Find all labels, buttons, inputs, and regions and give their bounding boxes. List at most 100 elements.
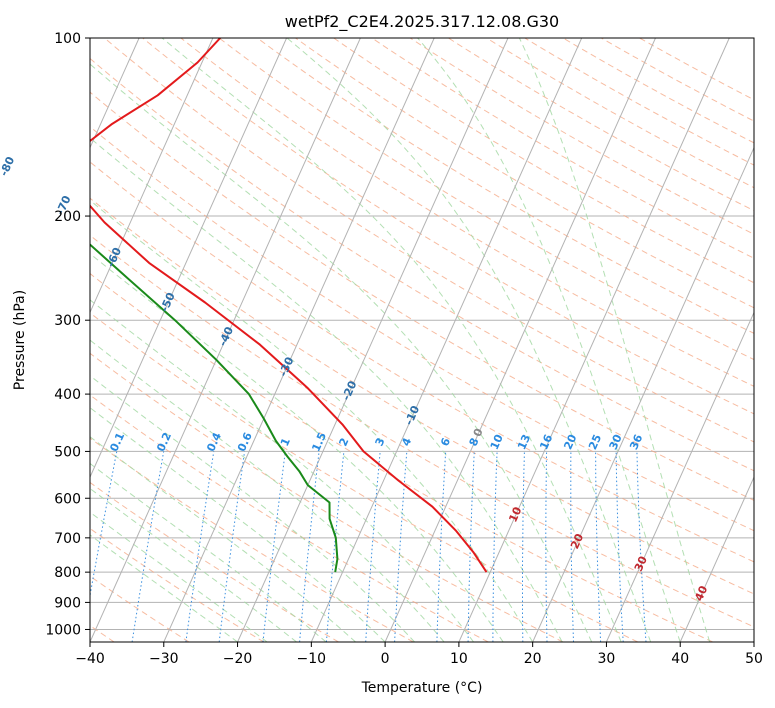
moist-adiabat-line <box>90 63 593 642</box>
dry-adiabat-line <box>142 38 754 415</box>
series-group <box>90 38 488 573</box>
y-tick-label: 800 <box>54 565 81 581</box>
moist-adiabat-line <box>90 253 504 642</box>
moist-adiabat-line <box>417 38 681 642</box>
y-tick-label: 1000 <box>45 622 81 638</box>
moist-adiabat-line <box>90 436 356 642</box>
y-tick-label: 900 <box>54 595 81 611</box>
dry-adiabat-line <box>639 38 754 101</box>
mixing-ratio-line <box>365 451 381 642</box>
mixing-ratio-label: 6 <box>438 436 453 449</box>
moist-adiabat-line <box>90 339 445 642</box>
mixing-ratio-line <box>185 451 215 642</box>
mixing-ratio-line <box>131 451 165 642</box>
axes-group: −40 −30 −20 −10 0 10 20 30 40 5010020030040050060… <box>45 31 763 667</box>
moist-adiabat-label: 30 <box>632 554 650 574</box>
dry-adiabat-line <box>90 527 265 642</box>
dry-adiabat-line <box>257 38 754 334</box>
moist-adiabat-line <box>161 38 622 642</box>
y-tick-label: 700 <box>54 531 81 547</box>
mixing-ratio-label: 0.2 <box>154 430 174 453</box>
mixing-ratio-label: 16 <box>537 432 555 452</box>
x-axis-label: Temperature (°C) <box>361 680 483 696</box>
moist-adiabat-line <box>90 534 238 642</box>
moist-adiabat-line <box>90 511 268 642</box>
mixing-ratio-line <box>636 451 647 642</box>
dry-adiabat-line <box>90 197 754 595</box>
isotherm-label: -60 <box>104 245 124 269</box>
isotherm-line <box>0 38 65 642</box>
dry-adiabat-line <box>90 352 564 642</box>
mixing-ratio-label: 0.4 <box>204 430 224 453</box>
x-tick-label: 50 <box>745 651 763 667</box>
x-tick-label: 0 <box>381 651 390 667</box>
isotherm-label: -20 <box>340 379 360 403</box>
dry-adiabat-line <box>90 575 190 642</box>
dry-adiabat-line <box>218 38 754 361</box>
isotherm-line <box>384 38 656 642</box>
mixing-ratio-label: 1.5 <box>309 430 329 453</box>
mixing-ratio-line <box>218 451 246 642</box>
isotherm-label: -80 <box>0 154 17 178</box>
isotherm-line <box>237 38 509 642</box>
isotherm-line <box>310 38 583 642</box>
isotherm-line <box>90 38 214 314</box>
y-tick-label: 400 <box>54 387 81 403</box>
isotherm-line <box>679 475 754 642</box>
chart-title: wetPf2_C2E4.2025.317.12.08.G30 <box>285 12 559 32</box>
mixing-ratio-label: 20 <box>561 432 579 452</box>
moist-adiabat-line <box>90 462 327 642</box>
x-tick-label: 30 <box>598 651 616 667</box>
moist-adiabat-line <box>90 407 386 642</box>
plot-frame <box>89 37 755 643</box>
mixing-ratio-label: 36 <box>627 432 645 452</box>
dry-adiabat-line <box>371 38 754 259</box>
mixing-ratio-label: 13 <box>515 432 533 451</box>
moist-adiabat-line <box>90 199 534 642</box>
x-tick-label: −20 <box>223 651 253 667</box>
y-tick-label: 600 <box>54 491 81 507</box>
moist-adiabat-label: 40 <box>692 583 710 603</box>
y-tick-label: 200 <box>54 209 81 225</box>
isotherm-line <box>90 38 288 479</box>
moist-adiabat-label: 20 <box>568 531 586 551</box>
moist-adiabat-line <box>90 487 297 642</box>
y-tick-label: 300 <box>54 313 81 329</box>
y-tick-label: 500 <box>54 444 81 460</box>
dry-adiabat-line <box>90 312 639 642</box>
moist-adiabat-line <box>90 137 563 642</box>
isotherm-label: -40 <box>216 325 236 349</box>
moist-adiabat-line <box>286 38 652 642</box>
dry-adiabat-line <box>104 38 754 443</box>
isotherm-line <box>90 38 361 642</box>
isotherm-line <box>605 311 754 642</box>
x-tick-label: −30 <box>149 651 179 667</box>
x-tick-label: 40 <box>671 651 689 667</box>
isotherm-line <box>532 146 754 642</box>
mixing-ratio-label: 3 <box>373 436 388 448</box>
mixing-ratio-label: 25 <box>586 432 604 451</box>
x-tick-label: 10 <box>450 651 468 667</box>
dry-adiabat-line <box>90 272 713 642</box>
mixing-ratio-line <box>436 451 447 642</box>
mixing-ratio-label: 2 <box>337 436 352 448</box>
x-tick-label: −40 <box>75 651 105 667</box>
temperature-profile-line <box>90 38 488 573</box>
dry-adiabat-line <box>295 38 754 309</box>
mixing-ratio-line <box>325 451 345 642</box>
y-tick-label: 100 <box>54 31 81 47</box>
y-axis-label: Pressure (hPa) <box>12 290 28 390</box>
isotherm-label: 0 <box>471 426 486 439</box>
mixing-ratio-line <box>90 451 118 599</box>
moist-adiabat-label: 10 <box>506 505 524 525</box>
x-tick-label: 20 <box>524 651 542 667</box>
isotherm-label: -50 <box>158 290 178 314</box>
isotherm-line <box>753 640 754 642</box>
isotherm-line <box>163 38 435 642</box>
dry-adiabat-line <box>180 38 754 387</box>
dry-adiabat-line <box>333 38 754 284</box>
dry-adiabat-line <box>562 38 754 144</box>
mixing-ratio-line <box>299 451 320 642</box>
moist-adiabat-line <box>90 299 474 642</box>
